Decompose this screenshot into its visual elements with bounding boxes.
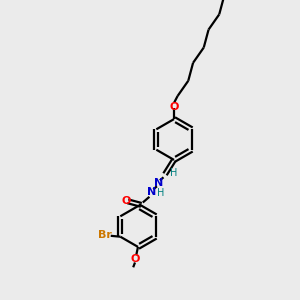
- Text: O: O: [131, 254, 140, 264]
- Text: N: N: [147, 187, 156, 197]
- Text: N: N: [154, 178, 163, 188]
- Text: H: H: [170, 168, 177, 178]
- Text: O: O: [169, 101, 179, 112]
- Text: Br: Br: [98, 230, 112, 241]
- Text: O: O: [121, 196, 130, 206]
- Text: H: H: [157, 188, 164, 198]
